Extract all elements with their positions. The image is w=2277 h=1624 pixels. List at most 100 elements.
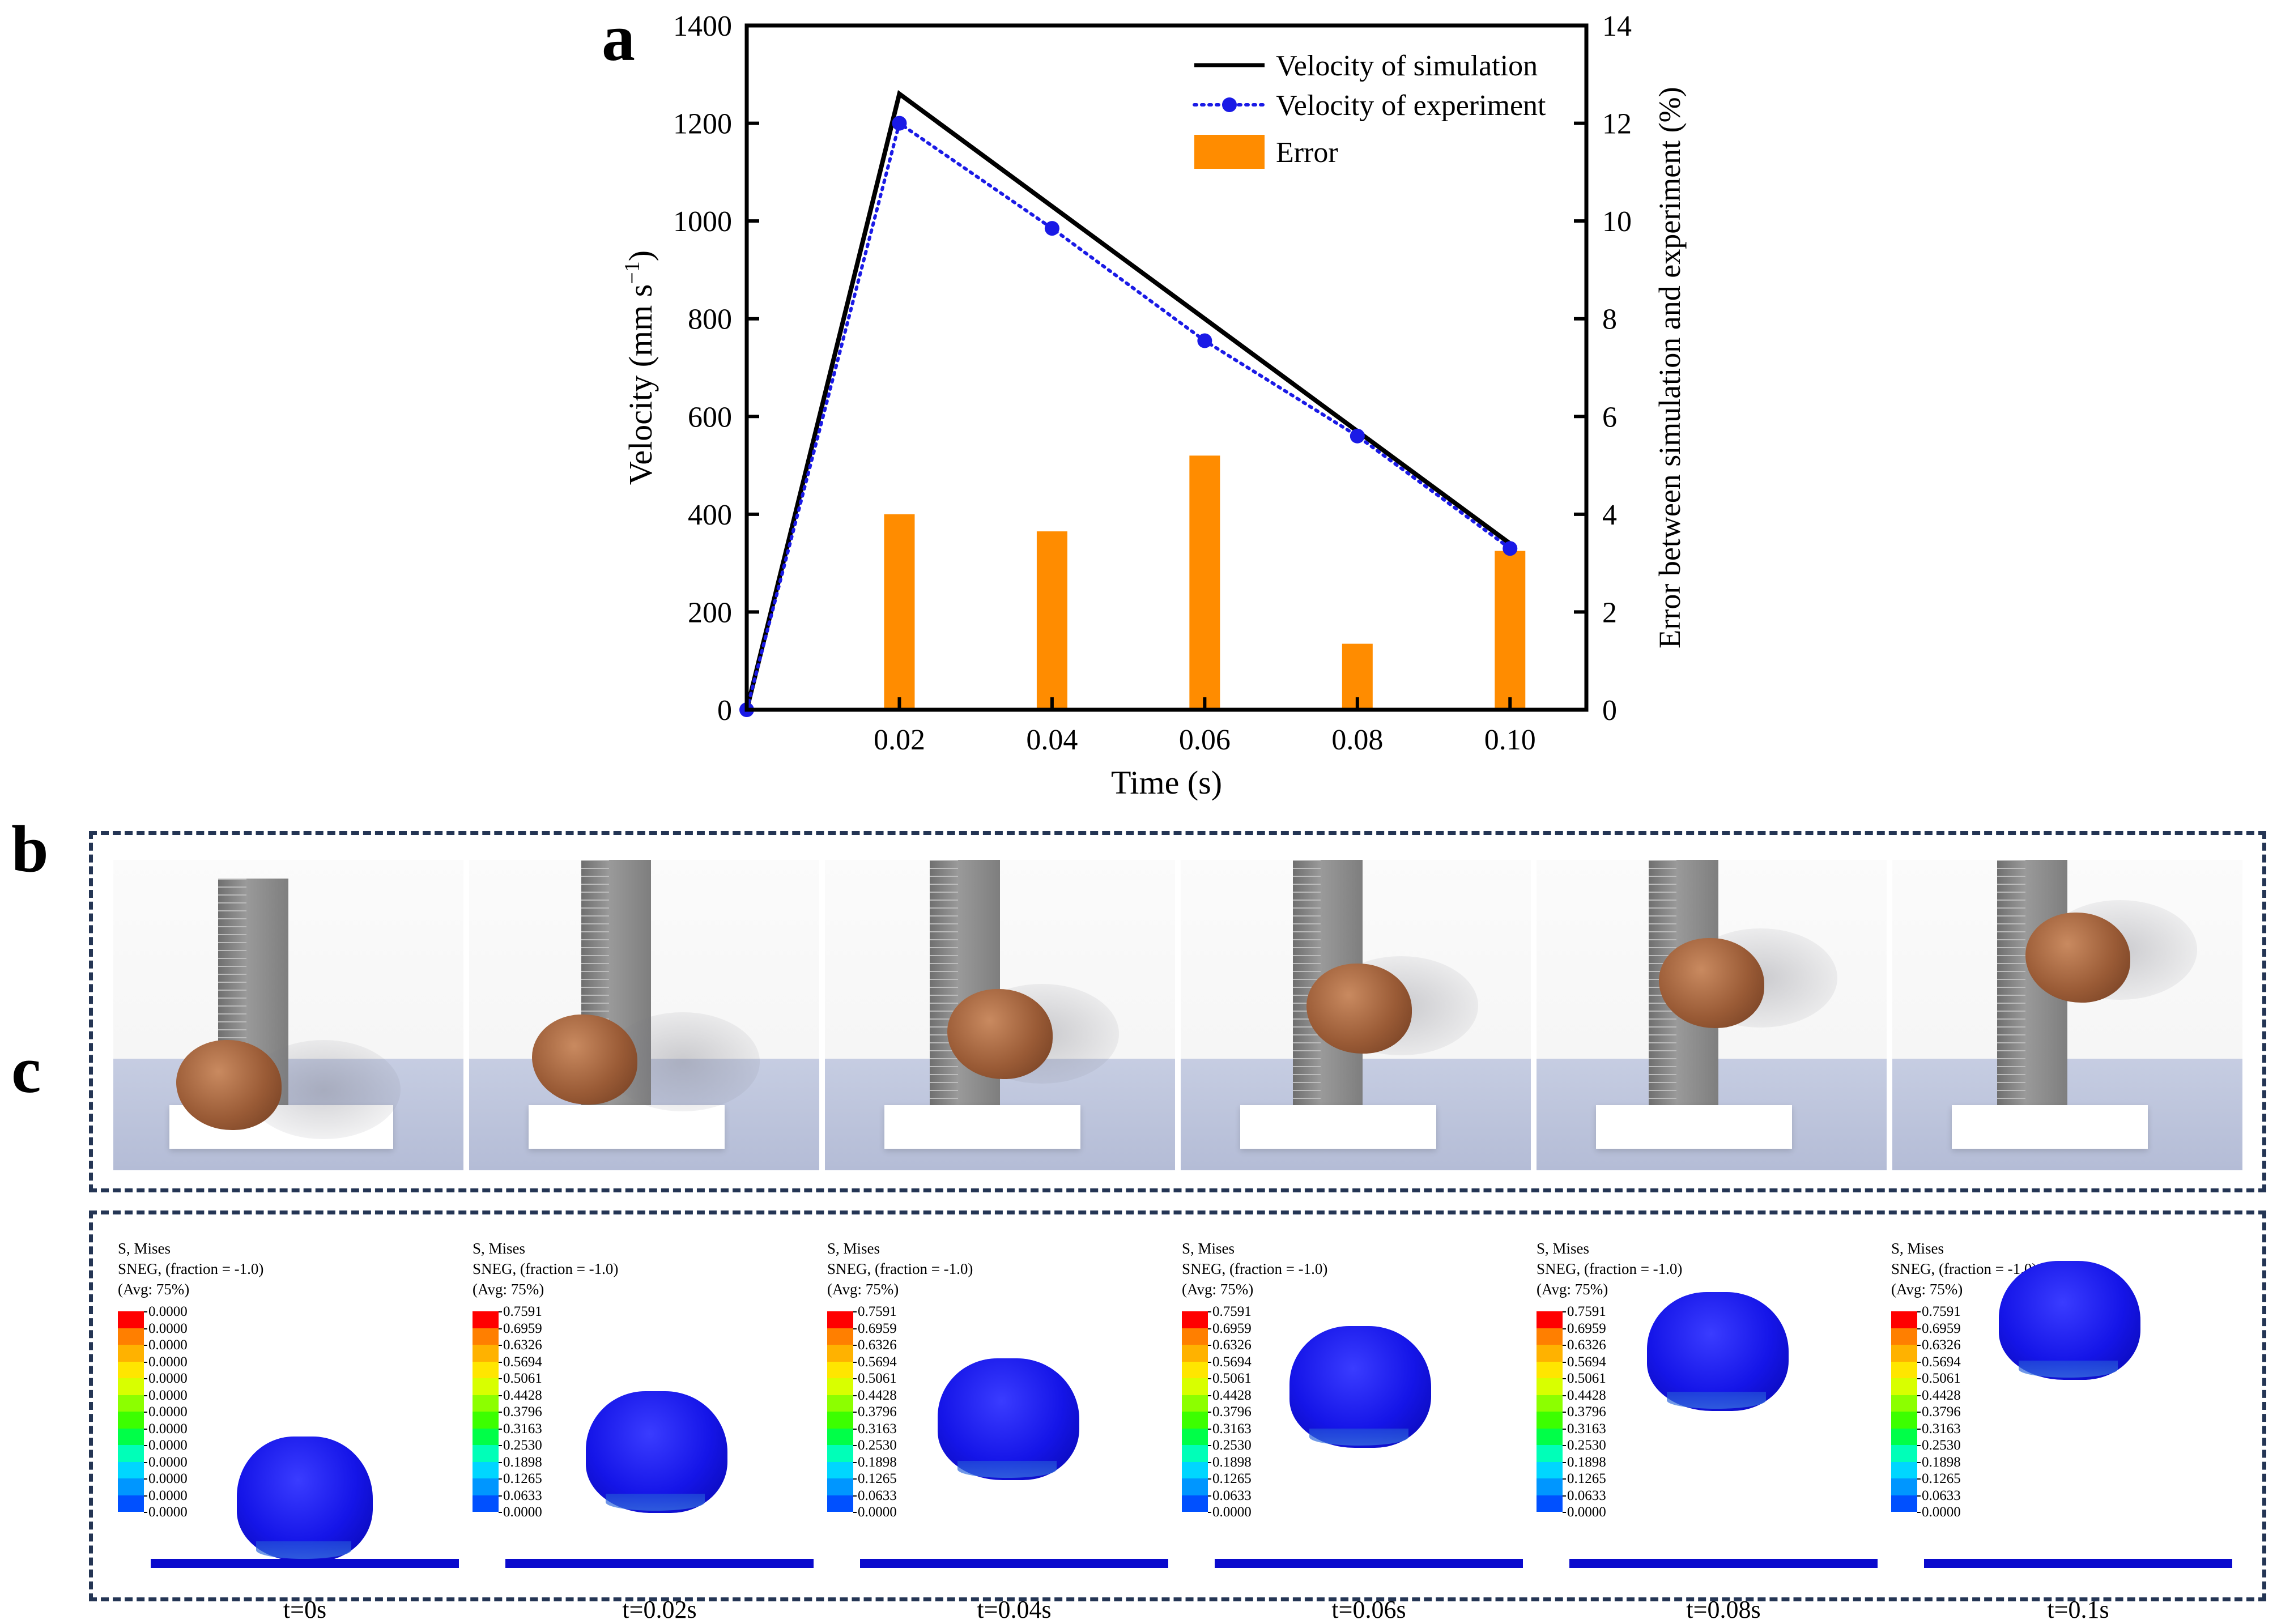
legend-value: 0.0000 bbox=[148, 1320, 188, 1336]
legend-swatch bbox=[1537, 1345, 1563, 1362]
legend-swatch bbox=[1182, 1395, 1208, 1412]
legend-swatch bbox=[473, 1378, 499, 1395]
experiment-velocity-line bbox=[745, 120, 1512, 711]
ground-plane bbox=[1924, 1559, 2232, 1568]
x-axis-label: Time (s) bbox=[1111, 764, 1222, 801]
y-tick-label: 800 bbox=[688, 304, 732, 336]
y2-tick-label: 0 bbox=[1602, 694, 1617, 727]
legend-swatch bbox=[118, 1328, 144, 1345]
legend-tick bbox=[1563, 1445, 1566, 1446]
legend-swatch bbox=[1537, 1412, 1563, 1429]
stress-header-line2: SNEG, (fraction = -1.0) bbox=[473, 1260, 619, 1277]
legend-tick bbox=[1563, 1345, 1566, 1346]
legend-value: 0.6326 bbox=[503, 1337, 542, 1353]
legend-value: 0.3163 bbox=[1567, 1421, 1606, 1437]
legend-swatch bbox=[1537, 1495, 1563, 1512]
legend-tick bbox=[1917, 1461, 1921, 1463]
legend-tick bbox=[1208, 1412, 1211, 1413]
legend-value: 0.6326 bbox=[1922, 1337, 1961, 1353]
simulation-frame: S, Mises SNEG, (fraction = -1.0) (Avg: 75%… bbox=[118, 1238, 459, 1623]
kiwi-photo-frame bbox=[113, 860, 463, 1170]
legend-tick bbox=[144, 1361, 147, 1363]
simulation-velocity-line bbox=[744, 90, 1512, 710]
y-axis-label-close: ) bbox=[622, 250, 659, 261]
legend-value: 0.3796 bbox=[1212, 1404, 1252, 1420]
legend-swatch bbox=[473, 1478, 499, 1495]
base-plate bbox=[884, 1105, 1081, 1149]
base-plate bbox=[529, 1105, 725, 1149]
legend-value: 0.7591 bbox=[503, 1304, 542, 1319]
time-label: t=0.06s bbox=[1331, 1596, 1406, 1623]
stress-header-line2: SNEG, (fraction = -1.0) bbox=[1891, 1260, 2037, 1277]
simulated-kiwi bbox=[1289, 1326, 1431, 1448]
legend-swatch bbox=[118, 1428, 144, 1445]
legend-value: 0.0000 bbox=[1922, 1504, 1961, 1520]
legend-value: 0.7591 bbox=[1567, 1304, 1606, 1319]
legend-tick bbox=[853, 1361, 857, 1363]
legend-swatch bbox=[827, 1461, 853, 1478]
legend-value: 0.1265 bbox=[858, 1471, 897, 1486]
simulation-sequence-panel: S, Mises SNEG, (fraction = -1.0) (Avg: 75%… bbox=[89, 1210, 2266, 1623]
error-bar-0 bbox=[884, 514, 915, 710]
legend-tick bbox=[1917, 1345, 1921, 1346]
kiwi-fruit bbox=[1306, 964, 1412, 1054]
kiwi-fruit bbox=[532, 1014, 637, 1105]
legend-swatch bbox=[827, 1412, 853, 1429]
legend-value: 0.0000 bbox=[1212, 1504, 1252, 1520]
time-label: t=0.04s bbox=[977, 1596, 1052, 1623]
legend-value: 0.0633 bbox=[1212, 1487, 1252, 1503]
legend-swatch bbox=[827, 1345, 853, 1362]
y2-tick-label: 8 bbox=[1602, 304, 1617, 336]
legend-swatch bbox=[1182, 1495, 1208, 1512]
legend-tick bbox=[853, 1395, 857, 1396]
legend-tick bbox=[1208, 1328, 1211, 1329]
legend-tick bbox=[1208, 1495, 1211, 1497]
legend-error-label: Error bbox=[1276, 137, 1338, 169]
ground-plane bbox=[860, 1559, 1168, 1568]
legend-tick bbox=[1563, 1412, 1566, 1413]
legend-tick bbox=[144, 1512, 147, 1513]
legend-tick bbox=[499, 1495, 502, 1497]
legend-swatch bbox=[1891, 1412, 1917, 1429]
photo-sequence-panel bbox=[89, 831, 2266, 1192]
legend-swatch bbox=[118, 1378, 144, 1395]
legend-tick bbox=[1917, 1428, 1921, 1430]
legend-swatch bbox=[827, 1311, 853, 1328]
legend-tick bbox=[1917, 1412, 1921, 1413]
legend-tick bbox=[853, 1428, 857, 1430]
legend-value: 0.0000 bbox=[148, 1421, 188, 1437]
legend-swatch bbox=[1891, 1395, 1917, 1412]
legend-swatch bbox=[118, 1395, 144, 1412]
plot-frame bbox=[744, 23, 1589, 712]
legend-tick bbox=[499, 1311, 502, 1312]
kiwi-photo-frame bbox=[825, 860, 1175, 1170]
y2-tick-label: 10 bbox=[1602, 206, 1632, 238]
legend-value: 0.4428 bbox=[503, 1387, 542, 1403]
kiwi-fruit bbox=[176, 1039, 282, 1130]
legend-tick bbox=[499, 1361, 502, 1363]
legend-tick bbox=[1563, 1428, 1566, 1430]
legend-tick bbox=[1208, 1512, 1211, 1513]
legend-value: 0.7591 bbox=[1922, 1304, 1961, 1319]
legend-value: 0.4428 bbox=[1212, 1387, 1252, 1403]
legend-tick bbox=[144, 1428, 147, 1430]
legend-tick bbox=[1917, 1378, 1921, 1379]
legend-swatch bbox=[1537, 1445, 1563, 1462]
legend-swatch bbox=[118, 1412, 144, 1429]
stress-header-line3: (Avg: 75%) bbox=[1537, 1281, 1608, 1298]
legend-value: 0.1265 bbox=[1567, 1471, 1606, 1486]
kiwi-fruit bbox=[1659, 938, 1764, 1028]
legend-value: 0.5061 bbox=[503, 1371, 542, 1386]
legend-value: 0.2530 bbox=[1567, 1438, 1606, 1453]
base-plate bbox=[1952, 1105, 2148, 1149]
legend-swatch bbox=[1891, 1478, 1917, 1495]
legend-error-swatch bbox=[1194, 135, 1265, 169]
legend-tick bbox=[144, 1461, 147, 1463]
legend-value: 0.0633 bbox=[1922, 1487, 1961, 1503]
experiment-point-1 bbox=[892, 116, 907, 131]
legend-swatch bbox=[473, 1395, 499, 1412]
simulation-frame: S, Mises SNEG, (fraction = -1.0) (Avg: 75%… bbox=[1891, 1238, 2232, 1623]
legend-swatch bbox=[1537, 1361, 1563, 1378]
legend-swatch bbox=[473, 1361, 499, 1378]
legend-swatch bbox=[827, 1445, 853, 1462]
